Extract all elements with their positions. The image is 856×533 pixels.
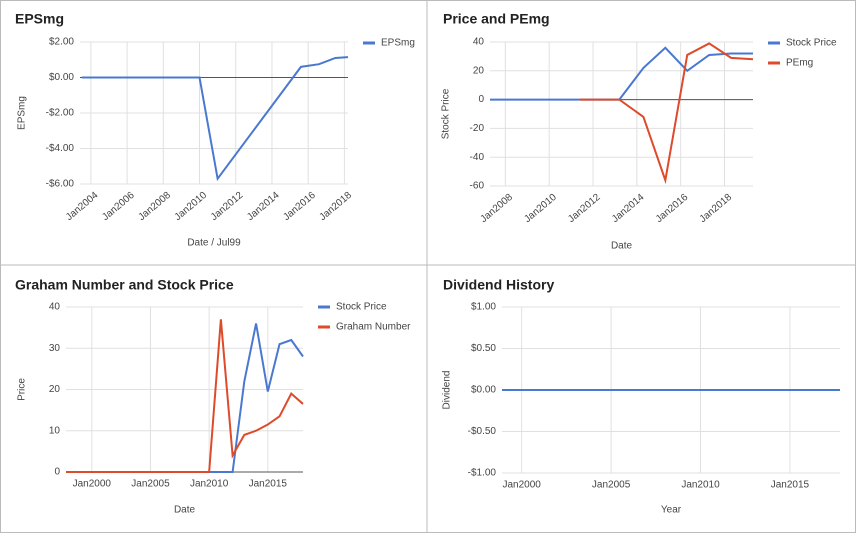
- x-axis-title: Date: [611, 241, 633, 252]
- y-tick-label: $1.00: [471, 302, 496, 313]
- chart-title: Price and PEmg: [443, 11, 550, 27]
- y-tick-label: 30: [49, 343, 61, 354]
- y-axis-title: Dividend: [442, 371, 453, 410]
- legend-label: PEmg: [786, 58, 813, 69]
- series-line: [81, 56, 349, 182]
- x-axis-title: Date: [174, 505, 196, 516]
- series-line: [579, 42, 754, 185]
- x-axis-title: Year: [661, 505, 682, 516]
- x-axis-title: Date / Jul99: [187, 238, 241, 249]
- y-tick-label: 0: [478, 94, 484, 105]
- y-tick-label: -$6.00: [46, 179, 75, 190]
- chart-title: Graham Number and Stock Price: [15, 277, 234, 293]
- series-line: [66, 323, 304, 473]
- legend-label: Graham Number: [336, 322, 411, 333]
- x-tick-label: Jan2015: [771, 480, 810, 491]
- y-tick-label: -60: [470, 181, 485, 192]
- legend-label: Stock Price: [336, 302, 387, 313]
- y-tick-label: -$0.50: [468, 426, 497, 437]
- legend-label: EPSmg: [381, 38, 415, 49]
- chart-title: Dividend History: [443, 277, 554, 293]
- y-axis-title: Price: [17, 378, 28, 401]
- y-tick-label: 40: [473, 37, 485, 48]
- y-tick-label: $0.00: [471, 385, 496, 396]
- y-axis-title: EPSmg: [17, 96, 28, 130]
- legend-label: Stock Price: [786, 38, 837, 49]
- chart-title: EPSmg: [15, 11, 64, 27]
- y-axis-title: Stock Price: [441, 88, 452, 139]
- y-tick-label: 10: [49, 425, 61, 436]
- y-tick-label: -20: [470, 123, 485, 134]
- y-tick-label: 20: [49, 384, 61, 395]
- series-line: [66, 319, 304, 473]
- y-tick-label: $0.00: [49, 72, 74, 83]
- y-tick-label: 20: [473, 65, 485, 76]
- y-tick-label: 40: [49, 302, 61, 313]
- y-tick-label: 0: [54, 467, 60, 478]
- y-tick-label: $0.50: [471, 343, 496, 354]
- x-tick-label: Jan2005: [131, 479, 170, 490]
- x-tick-label: Jan2000: [502, 480, 541, 491]
- y-tick-label: -$4.00: [46, 143, 75, 154]
- x-tick-label: Jan2010: [681, 480, 720, 491]
- y-tick-label: -40: [470, 152, 485, 163]
- y-tick-label: -$2.00: [46, 108, 75, 119]
- x-tick-label: Jan2010: [190, 479, 229, 490]
- x-tick-label: Jan2000: [73, 479, 112, 490]
- y-tick-label: $2.00: [49, 37, 74, 48]
- y-tick-label: -$1.00: [468, 468, 497, 479]
- x-tick-label: Jan2005: [592, 480, 631, 491]
- x-tick-label: Jan2015: [249, 479, 288, 490]
